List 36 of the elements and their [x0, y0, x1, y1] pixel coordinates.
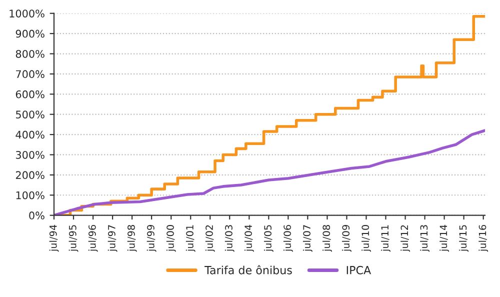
- y-tick-label: 500%: [16, 110, 44, 118]
- x-tick-label: jul/00: [166, 224, 176, 252]
- x-tick-label: jul/12: [400, 225, 410, 252]
- x-tick-label: jul/05: [264, 225, 274, 252]
- x-tick-label: jul/13: [420, 225, 430, 252]
- y-tick-label: 200%: [16, 171, 44, 180]
- x-tick-label: jul/04: [244, 224, 254, 252]
- x-tick-label: jul/08: [322, 225, 332, 252]
- y-tick-label: 0%: [29, 212, 44, 220]
- x-tick-label: jul/06: [283, 224, 293, 252]
- y-tick-label: 800%: [16, 50, 44, 58]
- y-tick-label: 400%: [16, 130, 44, 139]
- legend-label: IPCA: [346, 266, 372, 274]
- x-tick-label: jul/96: [88, 224, 98, 252]
- legend-label: Tarifa de ônibus: [204, 265, 292, 274]
- y-tick-label: 700%: [16, 70, 44, 78]
- y-tick-label: 600%: [16, 90, 44, 98]
- y-tick-label: 1000%: [10, 10, 44, 18]
- x-tick-label: jul/09: [342, 225, 352, 252]
- y-tick-label: 300%: [16, 150, 44, 159]
- x-tick-label: jul/15: [459, 225, 468, 252]
- x-tick-label: jul/11: [381, 225, 390, 252]
- x-tick-label: jul/94: [49, 224, 59, 252]
- x-tick-label: jul/97: [108, 225, 118, 252]
- y-tick-label: 100%: [16, 191, 44, 200]
- x-tick-label: jul/14: [440, 224, 449, 252]
- x-tick-label: jul/01: [186, 225, 196, 252]
- x-tick-label: jul/02: [205, 225, 215, 252]
- x-tick-label: jul/10: [362, 224, 371, 252]
- y-tick-label: 900%: [16, 30, 44, 38]
- x-tick-label: jul/95: [68, 225, 78, 252]
- x-tick-label: jul/98: [127, 225, 137, 252]
- x-tick-label: jul/16: [478, 224, 488, 252]
- x-tick-label: jul/07: [302, 225, 312, 252]
- x-tick-label: jul/03: [224, 225, 234, 252]
- x-tick-label: jul/99: [146, 225, 156, 252]
